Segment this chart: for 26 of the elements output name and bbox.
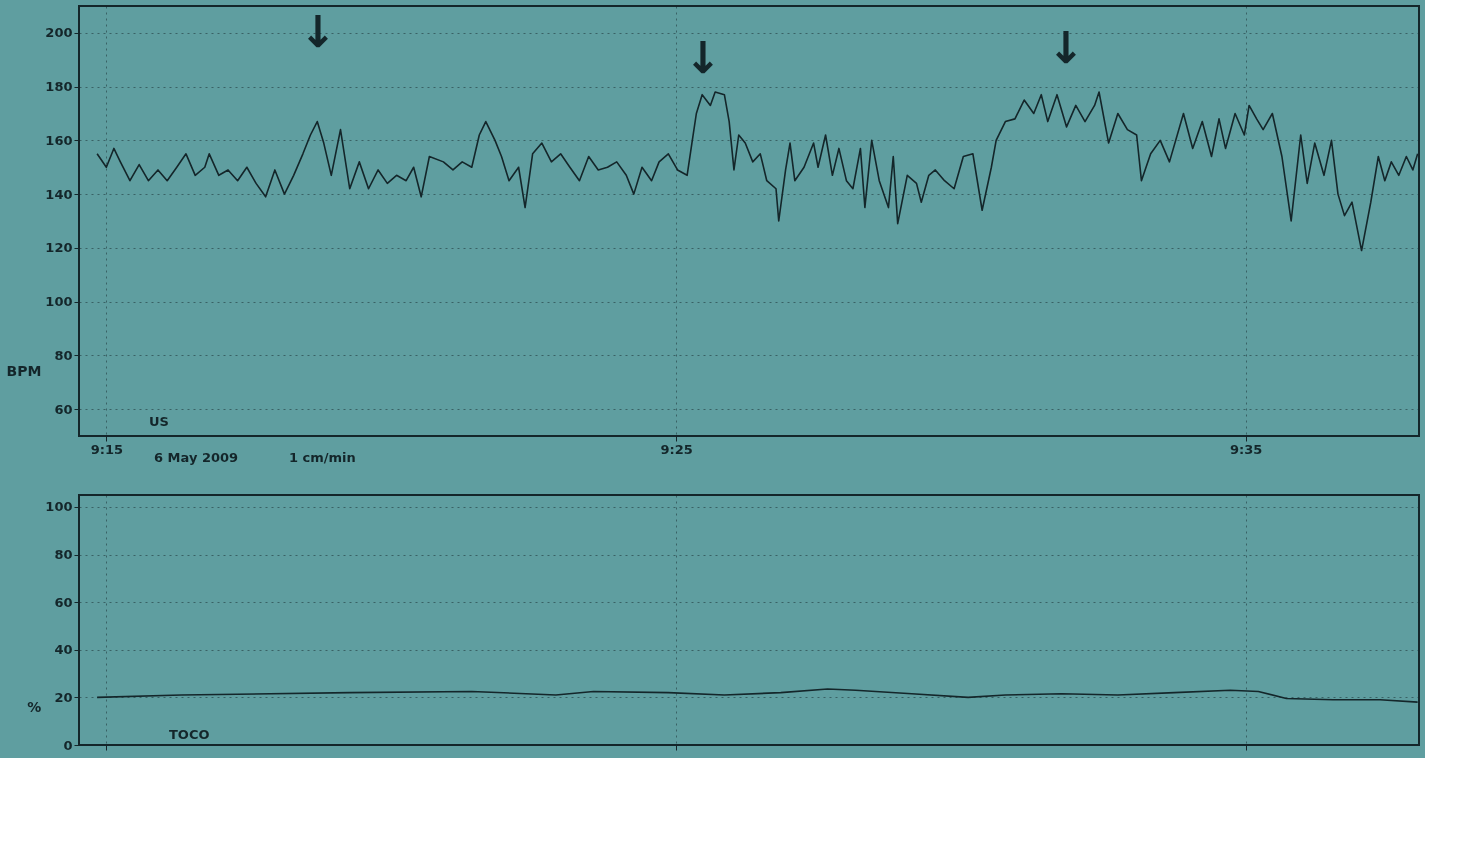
y-tick-label: 20 (54, 689, 73, 705)
annotation: US (149, 414, 169, 429)
x-tick-label: 9:35 (1230, 441, 1263, 457)
y-tick-label: 60 (54, 401, 73, 417)
y-tick-label: 40 (54, 642, 73, 658)
annotation: ↓ (684, 32, 722, 83)
y-tick-label: 120 (45, 240, 73, 256)
y-tick-label: 80 (54, 547, 73, 563)
y-axis-title: BPM (6, 363, 42, 379)
text: 6 May 2009 (154, 450, 239, 465)
y-tick-label: 80 (54, 347, 73, 363)
text: 1 cm/min (289, 450, 356, 465)
y-axis-title: % (27, 699, 42, 715)
y-tick-label: 100 (45, 499, 73, 515)
annotation: TOCO (169, 727, 210, 742)
y-tick-label: 60 (54, 594, 73, 610)
y-tick-label: 180 (45, 79, 73, 95)
y-tick-label: 100 (45, 294, 73, 310)
annotation: ↓ (1047, 22, 1085, 73)
x-tick-label: 9:25 (660, 441, 693, 457)
y-tick-label: 0 (63, 737, 73, 753)
x-tick-label: 9:15 (90, 441, 124, 457)
y-tick-label: 160 (45, 132, 73, 148)
y-tick-label: 200 (45, 25, 73, 41)
annotation: ↓ (299, 6, 337, 57)
y-tick-label: 140 (45, 186, 73, 202)
